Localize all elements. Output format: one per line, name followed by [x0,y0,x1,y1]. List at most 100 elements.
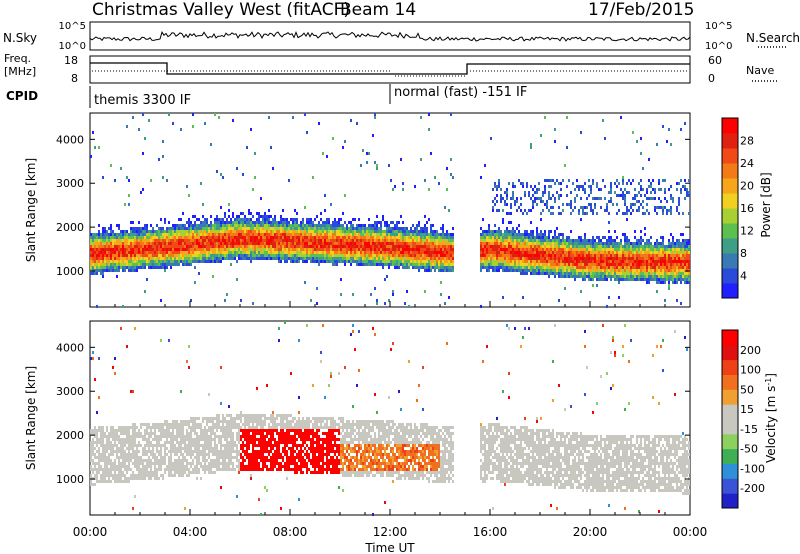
power-cell [498,266,500,269]
power-cell [420,251,422,254]
power-cell [606,257,608,260]
power-cell [424,239,426,242]
velocity-cell [114,444,116,447]
power-cell [366,257,368,260]
power-cell [266,236,268,239]
power-cell [110,266,112,269]
power-cell [612,269,614,272]
power-cell [138,239,140,242]
power-cell [500,254,502,257]
power-cell [234,248,236,251]
power-cell [554,275,556,278]
power-cell [552,269,554,272]
power-cell [296,230,298,233]
power-cell [632,269,634,272]
power-cell [112,260,114,263]
power-cell [610,251,612,254]
power-cell [414,233,416,236]
power-cell [496,254,498,257]
power-cell [100,272,102,275]
power-cell [326,230,328,233]
power-cell [152,260,154,263]
power-cell [278,245,280,248]
power-cell [130,251,132,254]
power-cell [522,254,524,257]
power-cell [228,251,230,254]
power-cell [386,245,388,248]
power-cell [534,263,536,266]
power-cell [538,188,540,191]
power-cell [662,254,664,257]
power-cell [488,263,490,266]
power-cell [254,176,256,179]
power-cell [276,257,278,260]
power-cell [594,206,596,209]
power-cell [350,230,352,233]
power-cell [296,218,298,221]
power-cell [394,263,396,266]
power-cell [390,221,392,224]
power-cell [592,197,594,200]
power-cell [446,245,448,248]
power-cell [418,269,420,272]
power-cell [188,263,190,266]
power-cell [192,113,194,116]
power-cell [114,245,116,248]
power-cell [580,257,582,260]
power-cell [544,245,546,248]
power-cell [650,185,652,188]
power-cell [550,254,552,257]
power-cell [540,233,542,236]
power-cell [320,233,322,236]
power-cell [496,260,498,263]
power-cell [446,230,448,233]
power-cell [552,236,554,239]
power-cell [108,263,110,266]
power-cell [616,203,618,206]
velocity-cell [114,429,116,432]
power-cell [168,230,170,233]
power-cell [178,233,180,236]
power-cell [596,212,598,215]
power-cell [678,257,680,260]
power-cell [168,257,170,260]
power-cell [244,254,246,257]
velocity-cell [104,480,106,483]
power-cell [528,257,530,260]
power-cell [570,230,572,233]
power-cell [688,251,690,254]
power-cell [170,254,172,257]
power-cell [644,194,646,197]
power-cell [120,260,122,263]
power-cell [408,236,410,239]
power-cell [246,146,248,149]
power-cell [502,221,504,224]
power-cell [250,260,252,263]
power-cell [366,242,368,245]
power-cell [592,236,594,239]
power-cell [132,239,134,242]
power-cell [210,239,212,242]
power-cell [390,239,392,242]
power-cell [332,227,334,230]
power-cell [612,248,614,251]
power-cell [166,242,168,245]
power-cell [220,230,222,233]
power-cell [290,236,292,239]
power-cell [282,224,284,227]
power-cell [182,236,184,239]
power-cell [490,245,492,248]
velocity-cell [106,459,108,462]
cpid-label: CPID [6,89,38,103]
power-cell [560,239,562,242]
power-cell [146,236,148,239]
power-cell [308,248,310,251]
power-cell [578,236,580,239]
power-cell [182,227,184,230]
power-cell [636,209,638,212]
power-cell [174,257,176,260]
power-cell [592,239,594,242]
power-cell [286,233,288,236]
power-cell [318,260,320,263]
power-cell [134,248,136,251]
